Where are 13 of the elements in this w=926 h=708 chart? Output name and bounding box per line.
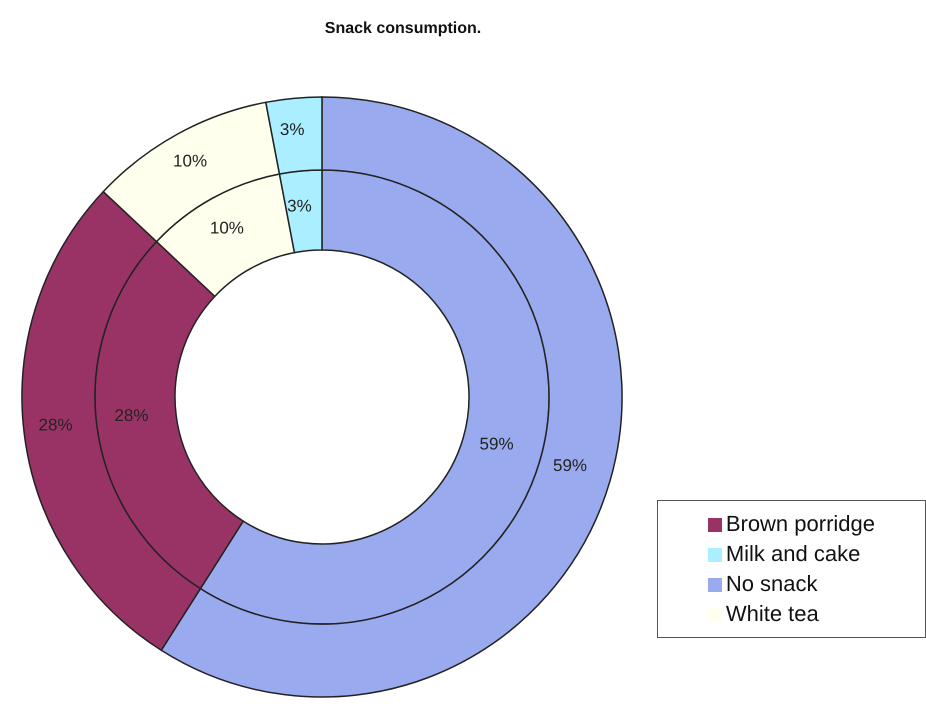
- data-label: 3%: [280, 120, 304, 140]
- data-label: 28%: [38, 416, 73, 435]
- legend-label: Brown porridge: [726, 511, 875, 536]
- data-label: 28%: [114, 406, 148, 425]
- legend-label: Milk and cake: [726, 541, 860, 566]
- data-label: 3%: [287, 196, 312, 216]
- chart-title: Snack consumption.: [324, 20, 482, 38]
- data-label: 10%: [210, 218, 244, 238]
- data-label: 59%: [553, 456, 588, 476]
- legend-label: White tea: [726, 601, 819, 626]
- data-label: 10%: [173, 152, 208, 171]
- data-label: 59%: [480, 434, 514, 454]
- legend-label: No snack: [726, 571, 818, 596]
